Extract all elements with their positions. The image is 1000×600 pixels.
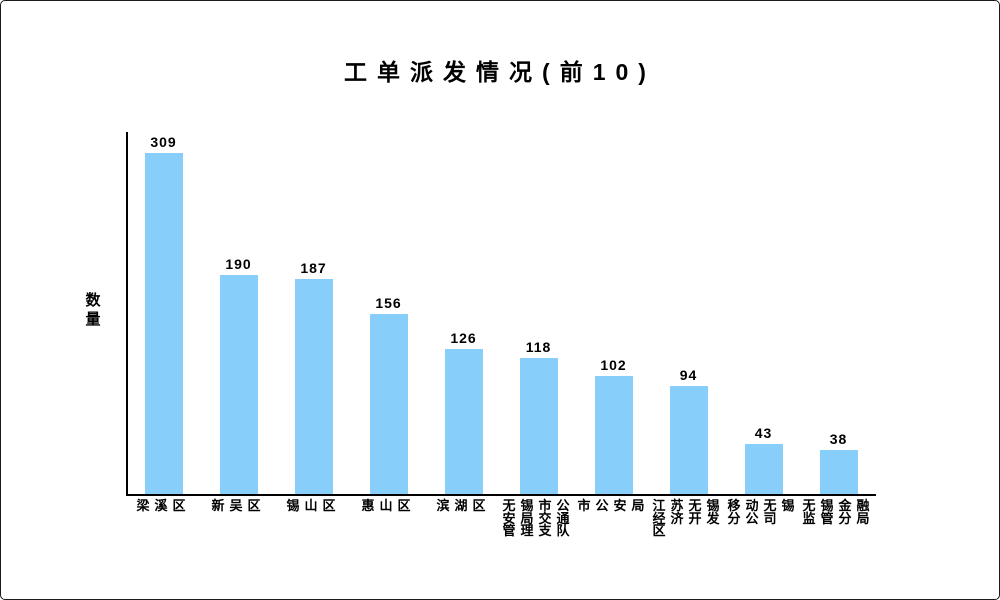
category-label: 滨湖区 <box>426 498 501 513</box>
category-label-text: 江苏无锡 经济开发 区 <box>652 498 725 538</box>
category-labels-container: 梁溪区 新吴区 锡山区 惠山区 滨湖区 无锡市公 安局交通 管理支队 市公安局 江苏无锡 经济… <box>126 498 876 544</box>
bar-value-label: 94 <box>679 367 698 383</box>
bar <box>669 386 708 494</box>
bar <box>444 349 483 494</box>
bar-slot: 38 <box>801 134 876 494</box>
category-label-text: 锡山区 <box>286 498 341 513</box>
bar-value-label: 118 <box>525 339 552 355</box>
bar-slot: 156 <box>351 134 426 494</box>
bar-slot: 94 <box>651 134 726 494</box>
bar-value-label: 102 <box>600 357 627 373</box>
bar-value-label: 309 <box>150 134 177 150</box>
category-label-text: 梁溪区 <box>136 498 191 513</box>
y-axis-label: 数量 <box>85 292 101 328</box>
bar <box>819 450 858 494</box>
category-label: 惠山区 <box>351 498 426 513</box>
bar <box>744 444 783 494</box>
plot-area: 309 190 187 156 126 118 102 94 43 38 <box>126 132 878 496</box>
bar-value-label: 126 <box>450 330 477 346</box>
bar-value-label: 156 <box>375 295 402 311</box>
bar-slot: 43 <box>726 134 801 494</box>
bar-value-label: 38 <box>829 431 848 447</box>
bar-value-label: 43 <box>754 425 773 441</box>
category-label-text: 滨湖区 <box>436 498 491 513</box>
x-axis <box>126 494 876 496</box>
category-label-text: 无锡金融 监管分局 <box>802 498 875 526</box>
category-label-text: 无锡市公 安局交通 管理支队 <box>502 498 575 538</box>
category-label: 锡山区 <box>276 498 351 513</box>
bar <box>294 279 333 494</box>
bars-container: 309 190 187 156 126 118 102 94 43 38 <box>126 134 876 494</box>
category-label: 移动无锡 分公司 <box>726 498 801 526</box>
bar <box>369 314 408 494</box>
bar-value-label: 190 <box>225 256 252 272</box>
bar-slot: 309 <box>126 134 201 494</box>
bar-slot: 102 <box>576 134 651 494</box>
category-label-text: 移动无锡 分公司 <box>727 498 800 526</box>
category-label: 梁溪区 <box>126 498 201 513</box>
category-label: 江苏无锡 经济开发 区 <box>651 498 726 538</box>
bar <box>594 376 633 494</box>
bar-slot: 190 <box>201 134 276 494</box>
bar <box>219 275 258 494</box>
category-label-text: 新吴区 <box>211 498 266 513</box>
category-label: 市公安局 <box>576 498 651 513</box>
category-label: 无锡市公 安局交通 管理支队 <box>501 498 576 538</box>
category-label-text: 惠山区 <box>361 498 416 513</box>
bar-value-label: 187 <box>300 260 327 276</box>
category-label: 无锡金融 监管分局 <box>801 498 876 526</box>
bar-slot: 187 <box>276 134 351 494</box>
bar <box>144 153 183 494</box>
category-label: 新吴区 <box>201 498 276 513</box>
bar-slot: 126 <box>426 134 501 494</box>
bar <box>519 358 558 494</box>
category-label-text: 市公安局 <box>577 498 650 513</box>
chart-title: 工单派发情况(前10) <box>344 59 656 85</box>
bar-slot: 118 <box>501 134 576 494</box>
y-axis <box>126 132 128 496</box>
